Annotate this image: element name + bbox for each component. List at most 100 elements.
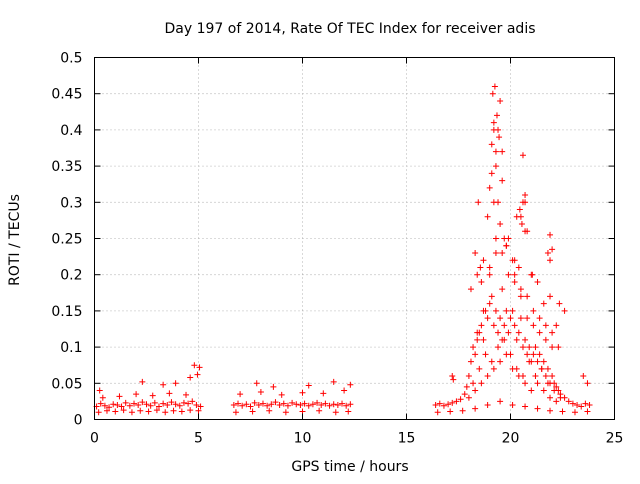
y-tick-label: 0.5 [60,51,82,67]
data-point [266,407,273,414]
data-point [586,402,593,409]
data-point [486,300,493,307]
data-point [519,373,526,380]
data-point [122,399,129,406]
data-point [511,278,518,285]
data-point [484,373,491,380]
data-point [120,407,127,414]
data-point [133,391,140,398]
data-point [434,409,441,416]
data-point [478,278,485,285]
data-point [339,400,346,407]
data-point [534,358,541,365]
data-point [547,231,554,238]
data-point [309,401,316,408]
data-point [492,235,499,242]
data-point [517,213,524,220]
data-point [135,402,142,409]
y-tick-label: 0.05 [51,376,82,392]
data-point [278,391,285,398]
data-point [489,90,496,97]
data-point [499,249,506,256]
data-point [472,351,479,358]
data-point [162,409,169,416]
data-point [499,177,506,184]
data-point [341,387,348,394]
data-point [524,293,531,300]
data-point [495,199,502,206]
data-point [166,390,173,397]
data-point [467,286,474,293]
data-point [528,387,535,394]
y-tick-label: 0.4 [60,123,82,139]
data-point [149,392,156,399]
data-point [515,329,522,336]
data-point [172,401,179,408]
data-point [540,358,547,365]
data-point [492,249,499,256]
data-point [518,221,525,228]
data-point [549,344,556,351]
data-point [478,322,485,329]
data-point [160,381,167,388]
data-point [151,399,158,406]
data-point [580,373,587,380]
data-point [540,387,547,394]
data-point [522,403,529,410]
data-point [450,376,457,383]
data-point [101,402,108,409]
data-point [542,336,549,343]
data-point [474,336,481,343]
data-point [235,400,242,407]
data-point [530,322,537,329]
y-tick-label: 0.3 [60,195,82,211]
data-point [143,401,150,408]
data-point [474,271,481,278]
data-point [320,390,327,397]
data-point [549,329,556,336]
data-point [486,271,493,278]
data-point [501,322,508,329]
data-point [461,391,468,398]
data-point [486,184,493,191]
data-point [544,365,551,372]
data-point [480,336,487,343]
data-point [492,163,499,170]
data-point [472,387,479,394]
data-point [547,394,554,401]
data-point [436,400,443,407]
data-point [187,374,194,381]
data-point [445,401,452,408]
data-point [330,378,337,385]
y-tick-label: 0.1 [60,340,82,356]
data-point [195,407,202,414]
data-point [551,380,558,387]
data-point [555,344,562,351]
data-point [484,402,491,409]
data-point [301,400,308,407]
data-point [197,403,204,410]
data-point [472,249,479,256]
data-point [553,383,560,390]
data-point [110,401,117,408]
data-point [492,307,499,314]
grid-lines [94,57,615,420]
data-point [322,400,329,407]
data-point [565,398,572,405]
data-point [259,400,266,407]
data-point [95,409,102,416]
data-point [193,402,200,409]
data-point [145,408,152,415]
data-point [463,383,470,390]
data-point [118,403,125,410]
data-point [164,402,171,409]
data-point [472,405,479,412]
data-point [168,399,175,406]
data-point [476,365,483,372]
data-point [574,402,581,409]
data-point [511,322,518,329]
data-point [97,400,104,407]
data-point [496,134,503,141]
data-point [499,148,506,155]
